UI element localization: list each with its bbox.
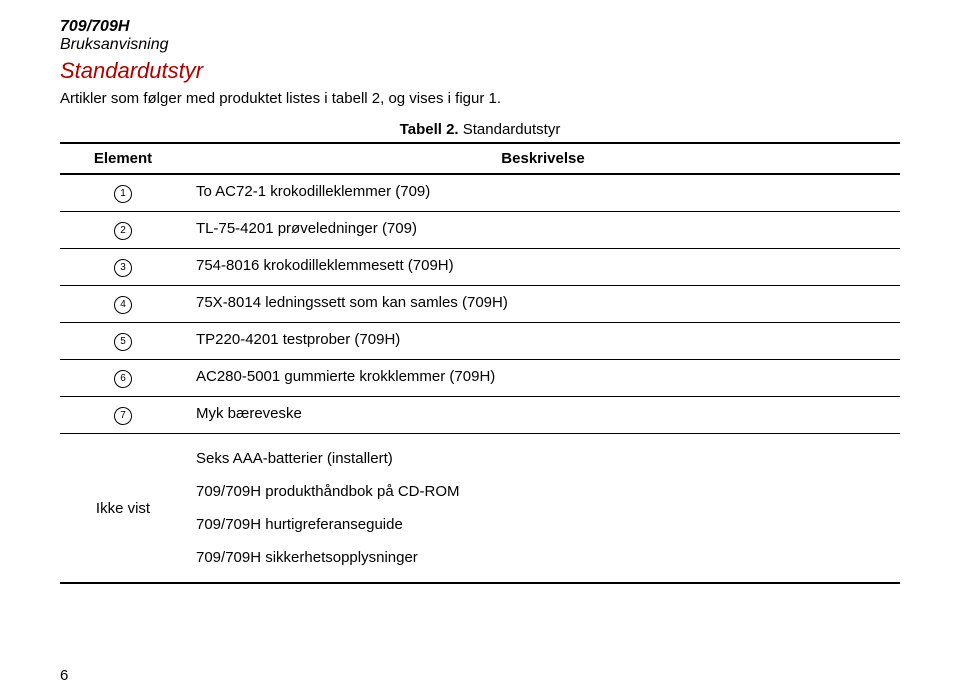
table-row: 3 754-8016 krokodilleklemmesett (709H) [60, 249, 900, 286]
table-header-row: Element Beskrivelse [60, 143, 900, 174]
section-intro: Artikler som følger med produktet listes… [60, 90, 900, 107]
item-desc: TP220-4201 testprober (709H) [186, 323, 900, 360]
item-desc: 75X-8014 ledningssett som kan samles (70… [186, 286, 900, 323]
page-number: 6 [60, 667, 68, 684]
section-title: Standardutstyr [60, 58, 900, 84]
item-number: 5 [114, 333, 132, 351]
table-row: 4 75X-8014 ledningssett som kan samles (… [60, 286, 900, 323]
item-number: 2 [114, 222, 132, 240]
not-shown-item: 709/709H produkthåndbok på CD-ROM [196, 475, 890, 508]
caption-label: Standardutstyr [459, 121, 561, 138]
table-caption: Tabell 2. Standardutstyr [60, 121, 900, 138]
col-description: Beskrivelse [186, 143, 900, 174]
item-number: 4 [114, 296, 132, 314]
table-row: 2 TL-75-4201 prøveledninger (709) [60, 212, 900, 249]
header-model: 709/709H [60, 18, 900, 36]
item-desc: TL-75-4201 prøveledninger (709) [186, 212, 900, 249]
header-doctype: Bruksanvisning [60, 36, 900, 54]
item-desc: AC280-5001 gummierte krokklemmer (709H) [186, 360, 900, 397]
table-row-notshown: Ikke vist Seks AAA-batterier (installert… [60, 434, 900, 584]
col-element: Element [60, 143, 186, 174]
not-shown-item: 709/709H hurtigreferanseguide [196, 508, 890, 541]
not-shown-label: Ikke vist [60, 434, 186, 584]
standard-equipment-table: Element Beskrivelse 1 To AC72-1 krokodil… [60, 142, 900, 584]
table-row: 6 AC280-5001 gummierte krokklemmer (709H… [60, 360, 900, 397]
table-row: 7 Myk bæreveske [60, 397, 900, 434]
item-number: 1 [114, 185, 132, 203]
table-row: 5 TP220-4201 testprober (709H) [60, 323, 900, 360]
not-shown-item: Seks AAA-batterier (installert) [196, 442, 890, 475]
item-desc: Myk bæreveske [186, 397, 900, 434]
item-number: 3 [114, 259, 132, 277]
item-desc: To AC72-1 krokodilleklemmer (709) [186, 174, 900, 212]
table-container: Tabell 2. Standardutstyr Element Beskriv… [60, 121, 900, 584]
caption-prefix: Tabell 2. [400, 121, 459, 138]
item-desc: 754-8016 krokodilleklemmesett (709H) [186, 249, 900, 286]
not-shown-items: Seks AAA-batterier (installert) 709/709H… [186, 434, 900, 584]
not-shown-item: 709/709H sikkerhetsopplysninger [196, 541, 890, 574]
item-number: 6 [114, 370, 132, 388]
table-row: 1 To AC72-1 krokodilleklemmer (709) [60, 174, 900, 212]
item-number: 7 [114, 407, 132, 425]
